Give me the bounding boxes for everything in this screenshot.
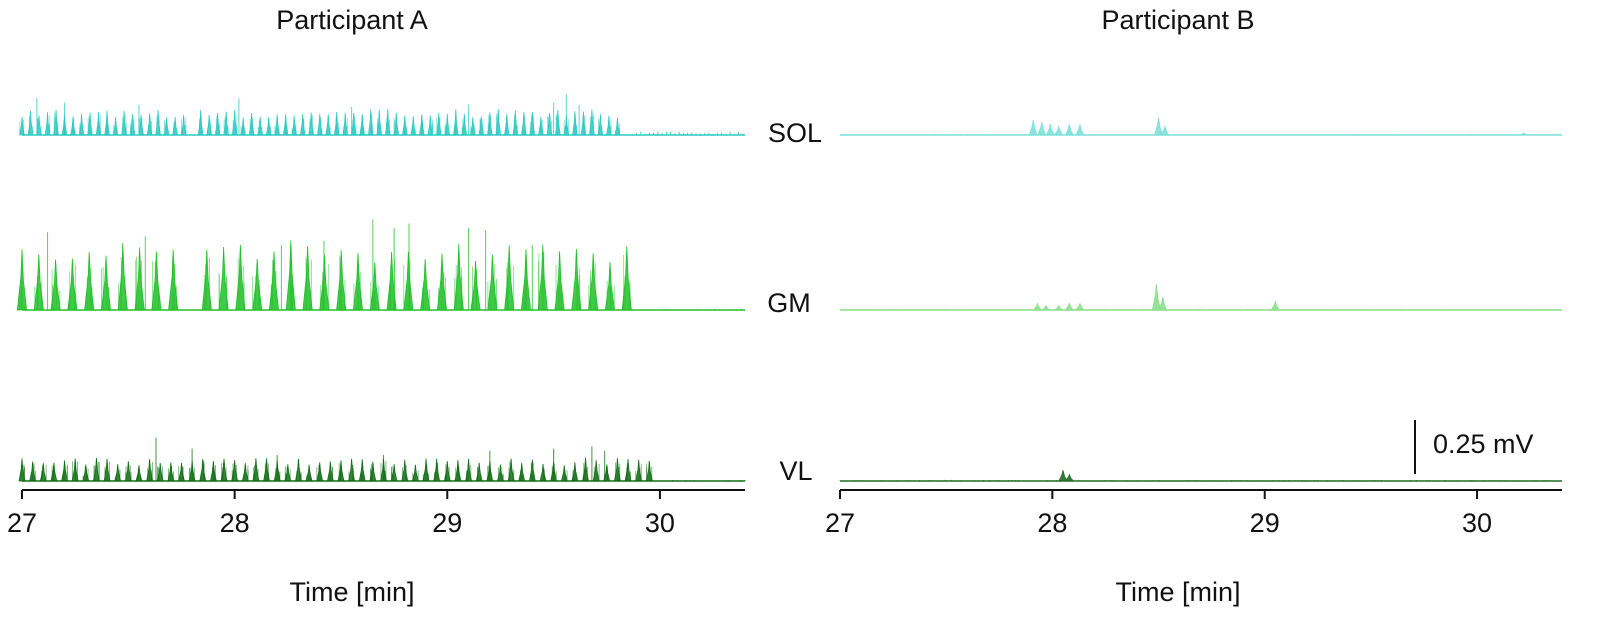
- emg-burst: [103, 458, 111, 482]
- x-tick-label: 28: [1037, 508, 1067, 538]
- emg-burst: [504, 245, 515, 311]
- emg-burst: [358, 459, 366, 482]
- panel-participant-a: Participant A 27 28 29 30 Time [min]: [7, 5, 746, 607]
- trace-vl-b: [839, 470, 1562, 482]
- trace-gm-a: [16, 219, 746, 311]
- muscle-label-vl: VL: [779, 456, 812, 486]
- emg-burst: [151, 251, 162, 311]
- emg-event: [1064, 124, 1074, 136]
- emg-burst: [520, 249, 532, 311]
- x-axis-title-b: Time [min]: [1115, 577, 1240, 607]
- emg-burst: [50, 259, 61, 311]
- x-tick-label: 28: [220, 508, 250, 538]
- emg-event: [1075, 302, 1085, 311]
- emg-burst: [302, 246, 313, 311]
- emg-burst: [475, 462, 483, 482]
- trace-vl-a: [18, 437, 746, 482]
- emg-burst: [390, 464, 398, 482]
- emg-burst: [241, 462, 249, 482]
- traces-participant-b: [839, 117, 1562, 482]
- emg-event: [1054, 124, 1064, 136]
- x-tick-label: 30: [645, 508, 675, 538]
- emg-burst: [420, 259, 431, 311]
- emg-burst: [112, 117, 119, 136]
- x-tick-label: 29: [432, 508, 462, 538]
- emg-event: [1028, 119, 1038, 136]
- emg-burst: [27, 110, 34, 136]
- x-tick-label: 27: [7, 508, 37, 538]
- emg-event: [1158, 296, 1168, 311]
- x-axis-title-a: Time [min]: [289, 577, 414, 607]
- emg-event: [1045, 124, 1055, 136]
- emg-event: [1058, 470, 1068, 482]
- x-tick-label: 29: [1250, 508, 1280, 538]
- x-axis-a: 27 28 29 30: [7, 489, 745, 538]
- emg-event: [1040, 304, 1052, 311]
- emg-burst: [624, 459, 632, 482]
- emg-event: [1075, 124, 1085, 136]
- traces-participant-a: [16, 93, 746, 482]
- emg-event: [1270, 299, 1281, 311]
- scale-bar-label: 0.25 mV: [1433, 429, 1534, 459]
- scale-bar: 0.25 mV: [1414, 420, 1534, 474]
- trace-sol-a: [19, 93, 745, 136]
- emg-burst: [117, 242, 128, 311]
- emg-burst: [201, 249, 212, 311]
- emg-burst: [268, 251, 280, 311]
- emg-burst: [316, 114, 323, 136]
- x-tick-label: 30: [1462, 508, 1492, 538]
- emg-burst: [554, 251, 565, 311]
- emg-burst: [84, 252, 95, 311]
- emg-event: [1153, 117, 1164, 136]
- emg-burst: [33, 254, 44, 311]
- emg-burst: [359, 113, 366, 136]
- panel-title-b: Participant B: [1101, 5, 1254, 35]
- x-axis-b: 27 28 29 30: [825, 489, 1562, 538]
- emg-burst: [487, 254, 498, 311]
- emg-event: [1064, 473, 1075, 482]
- emg-burst: [453, 109, 459, 136]
- trace-gm-b: [839, 284, 1562, 311]
- emg-burst: [199, 458, 207, 482]
- x-tick-label: 27: [825, 508, 855, 538]
- trace-sol-b: [839, 117, 1562, 136]
- panel-participant-b: Participant B 27 28 29 30 Time [min]: [825, 5, 1562, 607]
- emg-event: [1519, 132, 1528, 136]
- emg-burst: [512, 110, 519, 136]
- emg-burst: [252, 258, 263, 311]
- emg-event: [1064, 302, 1075, 311]
- emg-event: [1032, 302, 1043, 311]
- emg-burst: [403, 251, 414, 311]
- emg-burst: [645, 460, 653, 482]
- emg-burst: [604, 262, 616, 311]
- panel-title-a: Participant A: [276, 5, 428, 35]
- muscle-label-sol: SOL: [768, 118, 822, 148]
- emg-event: [1151, 284, 1161, 311]
- emg-burst: [614, 117, 621, 136]
- emg-event: [1037, 121, 1047, 136]
- emg-burst: [588, 253, 599, 311]
- emg-event: [1053, 304, 1064, 311]
- muscle-label-gm: GM: [767, 288, 811, 318]
- emg-event: [1160, 124, 1170, 136]
